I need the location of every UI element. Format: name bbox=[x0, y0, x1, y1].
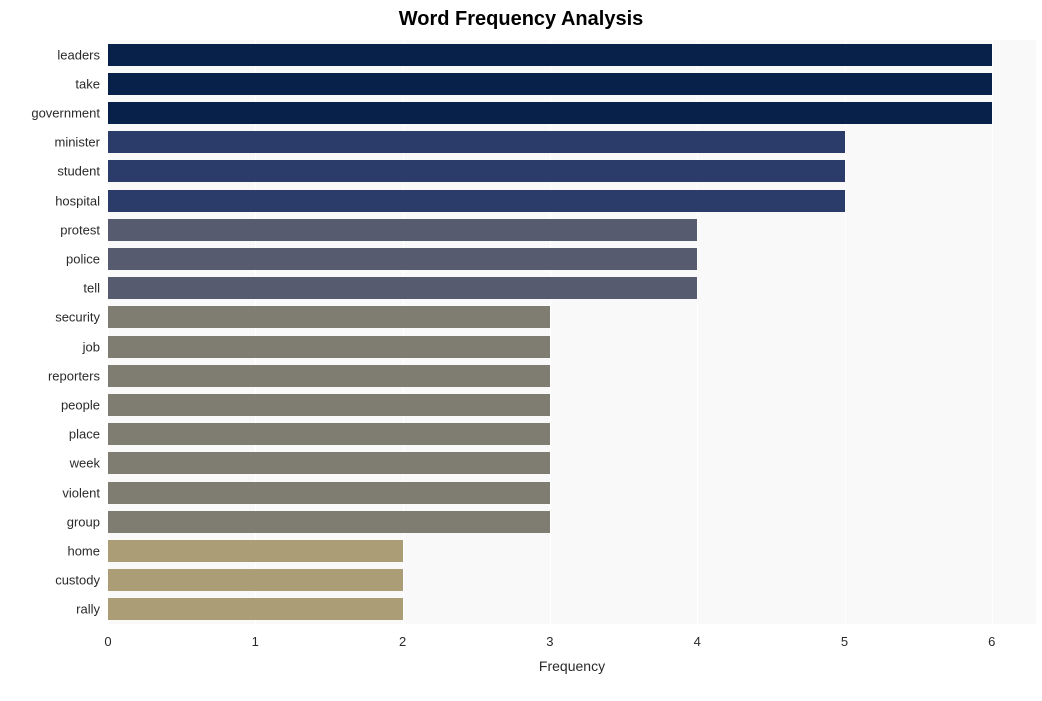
y-tick-label: job bbox=[83, 339, 108, 354]
y-tick-label: security bbox=[55, 310, 108, 325]
y-tick-label: student bbox=[57, 164, 108, 179]
y-tick-label: hospital bbox=[55, 193, 108, 208]
gridline bbox=[845, 40, 846, 624]
bar bbox=[108, 336, 550, 358]
gridline bbox=[697, 40, 698, 624]
bar bbox=[108, 482, 550, 504]
bar bbox=[108, 44, 992, 66]
y-tick-label: week bbox=[70, 456, 108, 471]
bar bbox=[108, 248, 697, 270]
bar bbox=[108, 306, 550, 328]
bar bbox=[108, 423, 550, 445]
y-tick-label: government bbox=[31, 106, 108, 121]
y-tick-label: leaders bbox=[57, 47, 108, 62]
gridline bbox=[992, 40, 993, 624]
x-tick: 5 bbox=[841, 634, 848, 649]
gridline bbox=[403, 40, 404, 624]
bar bbox=[108, 365, 550, 387]
y-tick-label: place bbox=[69, 427, 108, 442]
chart-title: Word Frequency Analysis bbox=[0, 0, 1042, 31]
bar bbox=[108, 452, 550, 474]
x-tick: 2 bbox=[399, 634, 406, 649]
y-tick-label: tell bbox=[83, 281, 108, 296]
y-tick-label: minister bbox=[54, 135, 108, 150]
gridline bbox=[108, 40, 109, 624]
bar bbox=[108, 598, 403, 620]
x-tick: 6 bbox=[988, 634, 995, 649]
y-tick-label: home bbox=[67, 544, 108, 559]
bar bbox=[108, 511, 550, 533]
x-tick: 4 bbox=[694, 634, 701, 649]
x-tick: 1 bbox=[252, 634, 259, 649]
bar bbox=[108, 131, 845, 153]
y-tick-label: police bbox=[66, 252, 108, 267]
bar bbox=[108, 160, 845, 182]
word-frequency-chart: Word Frequency Analysis 0123456Frequency… bbox=[0, 0, 1042, 701]
bar bbox=[108, 73, 992, 95]
gridline bbox=[255, 40, 256, 624]
gridline bbox=[550, 40, 551, 624]
bar bbox=[108, 277, 697, 299]
x-tick: 3 bbox=[546, 634, 553, 649]
y-tick-label: people bbox=[61, 398, 108, 413]
y-tick-label: rally bbox=[76, 602, 108, 617]
y-tick-label: take bbox=[75, 76, 108, 91]
y-tick-label: group bbox=[67, 514, 108, 529]
bar bbox=[108, 190, 845, 212]
y-tick-label: custody bbox=[55, 573, 108, 588]
plot-area: 0123456Frequencyleaderstakegovernmentmin… bbox=[108, 40, 1036, 624]
x-tick: 0 bbox=[104, 634, 111, 649]
y-tick-label: protest bbox=[60, 222, 108, 237]
bar bbox=[108, 569, 403, 591]
bar bbox=[108, 102, 992, 124]
y-tick-label: reporters bbox=[48, 368, 108, 383]
bar bbox=[108, 219, 697, 241]
y-tick-label: violent bbox=[62, 485, 108, 500]
bar bbox=[108, 540, 403, 562]
x-axis-title: Frequency bbox=[539, 658, 605, 674]
bar bbox=[108, 394, 550, 416]
